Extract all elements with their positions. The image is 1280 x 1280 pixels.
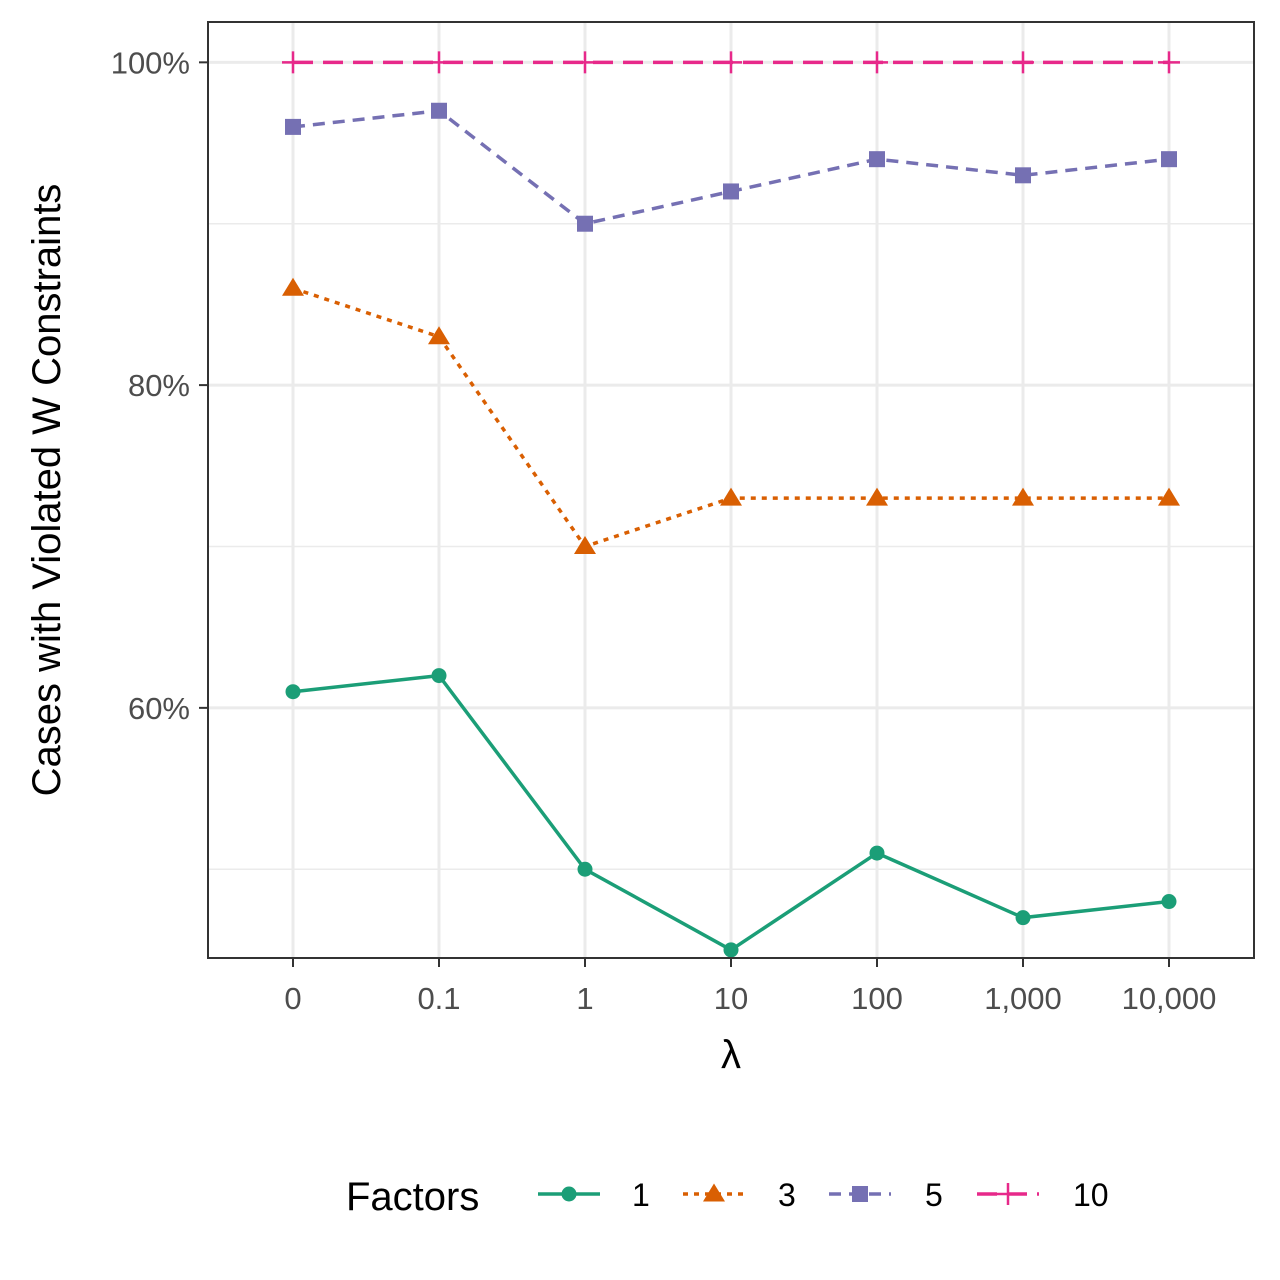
- data-point: [723, 183, 739, 200]
- data-point: [869, 845, 885, 861]
- y-tick-label: 100%: [111, 45, 190, 80]
- y-tick-labels: 60% 80% 100%: [111, 45, 190, 726]
- legend-item-3: 3: [683, 1177, 796, 1213]
- x-tick-label: 0.1: [417, 981, 460, 1016]
- data-point: [285, 118, 301, 135]
- data-point: [1158, 487, 1180, 506]
- legend-label: 1: [632, 1177, 650, 1213]
- data-point: [720, 487, 742, 506]
- legend-key-marker: [561, 1186, 577, 1202]
- data-point: [866, 487, 888, 506]
- data-point: [574, 535, 596, 554]
- data-point: [431, 668, 447, 684]
- series-5: [285, 102, 1177, 232]
- x-tick-label: 0: [284, 981, 301, 1016]
- y-axis-title: Cases with Violated W Constraints: [25, 184, 69, 797]
- series-layer: [282, 51, 1180, 958]
- legend-item-5: 5: [829, 1177, 943, 1213]
- x-tick-label: 1: [576, 981, 593, 1016]
- legend-item-1: 1: [538, 1177, 650, 1213]
- x-axis-title: λ: [721, 1033, 741, 1077]
- legend-items: 1 3 5 10: [538, 1177, 1109, 1213]
- data-point: [720, 51, 742, 74]
- x-tick-labels: 0 0.1 1 10 100 1,000 10,000: [284, 981, 1216, 1016]
- data-point: [285, 684, 301, 700]
- legend-label: 5: [925, 1177, 943, 1213]
- legend-key-marker: [852, 1186, 868, 1202]
- data-point: [866, 51, 888, 74]
- data-point: [428, 326, 450, 345]
- data-point: [1161, 894, 1177, 910]
- legend-key-marker: [997, 1183, 1019, 1205]
- data-point: [1015, 167, 1031, 184]
- data-point: [577, 861, 593, 877]
- data-point: [1012, 51, 1034, 74]
- data-point: [723, 942, 739, 958]
- series-10: [282, 51, 1180, 74]
- legend-label: 3: [778, 1177, 796, 1213]
- y-tick-label: 60%: [128, 691, 190, 726]
- data-point: [428, 51, 450, 74]
- series-1: [285, 668, 1177, 958]
- x-tick-label: 10: [714, 981, 748, 1016]
- data-point: [282, 277, 304, 296]
- x-tick-label: 100: [851, 981, 903, 1016]
- x-tick-label: 10,000: [1122, 981, 1217, 1016]
- legend-title: Factors: [346, 1175, 479, 1219]
- data-point: [282, 51, 304, 74]
- data-point: [577, 215, 593, 232]
- data-point: [1015, 910, 1031, 926]
- y-tick-label: 80%: [128, 368, 190, 403]
- data-point: [1161, 151, 1177, 168]
- data-point: [869, 151, 885, 168]
- x-tick-label: 1,000: [984, 981, 1062, 1016]
- data-point: [1158, 51, 1180, 74]
- legend-item-10: 10: [977, 1177, 1109, 1213]
- data-point: [574, 51, 596, 74]
- legend-label: 10: [1073, 1177, 1109, 1213]
- legend-key-marker: [703, 1183, 725, 1202]
- legend: Factors 1 3 5 10: [346, 1175, 1109, 1219]
- data-point: [1012, 487, 1034, 506]
- data-point: [431, 102, 447, 119]
- series-3: [282, 277, 1180, 554]
- axis-ticks: [199, 61, 1170, 967]
